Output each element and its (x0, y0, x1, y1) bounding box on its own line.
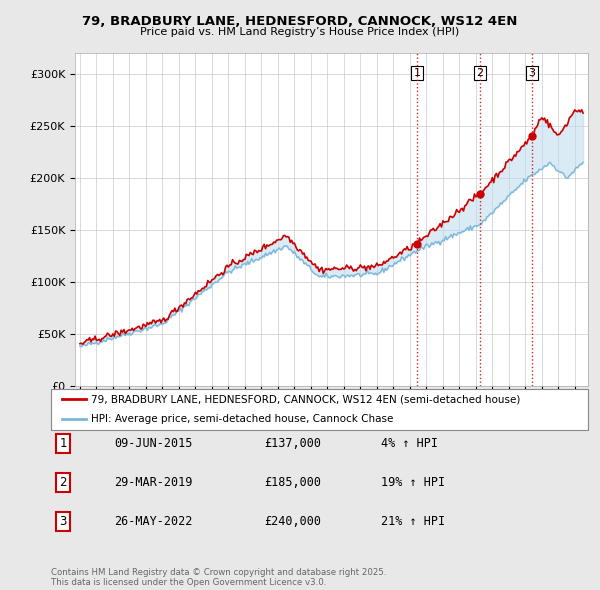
Text: 3: 3 (59, 515, 67, 528)
Text: 4% ↑ HPI: 4% ↑ HPI (381, 437, 438, 450)
Text: 3: 3 (529, 68, 535, 78)
Text: HPI: Average price, semi-detached house, Cannock Chase: HPI: Average price, semi-detached house,… (91, 415, 394, 424)
FancyBboxPatch shape (51, 389, 588, 430)
Text: £137,000: £137,000 (264, 437, 321, 450)
Text: 79, BRADBURY LANE, HEDNESFORD, CANNOCK, WS12 4EN (semi-detached house): 79, BRADBURY LANE, HEDNESFORD, CANNOCK, … (91, 395, 521, 404)
Text: 29-MAR-2019: 29-MAR-2019 (114, 476, 193, 489)
Text: 09-JUN-2015: 09-JUN-2015 (114, 437, 193, 450)
Text: 2: 2 (59, 476, 67, 489)
Text: 19% ↑ HPI: 19% ↑ HPI (381, 476, 445, 489)
Text: 2: 2 (476, 68, 484, 78)
Text: £185,000: £185,000 (264, 476, 321, 489)
Text: 79, BRADBURY LANE, HEDNESFORD, CANNOCK, WS12 4EN: 79, BRADBURY LANE, HEDNESFORD, CANNOCK, … (82, 15, 518, 28)
Text: 21% ↑ HPI: 21% ↑ HPI (381, 515, 445, 528)
Text: Price paid vs. HM Land Registry’s House Price Index (HPI): Price paid vs. HM Land Registry’s House … (140, 27, 460, 37)
Text: 1: 1 (413, 68, 421, 78)
Text: 26-MAY-2022: 26-MAY-2022 (114, 515, 193, 528)
Text: 1: 1 (59, 437, 67, 450)
Text: Contains HM Land Registry data © Crown copyright and database right 2025.
This d: Contains HM Land Registry data © Crown c… (51, 568, 386, 587)
Text: £240,000: £240,000 (264, 515, 321, 528)
